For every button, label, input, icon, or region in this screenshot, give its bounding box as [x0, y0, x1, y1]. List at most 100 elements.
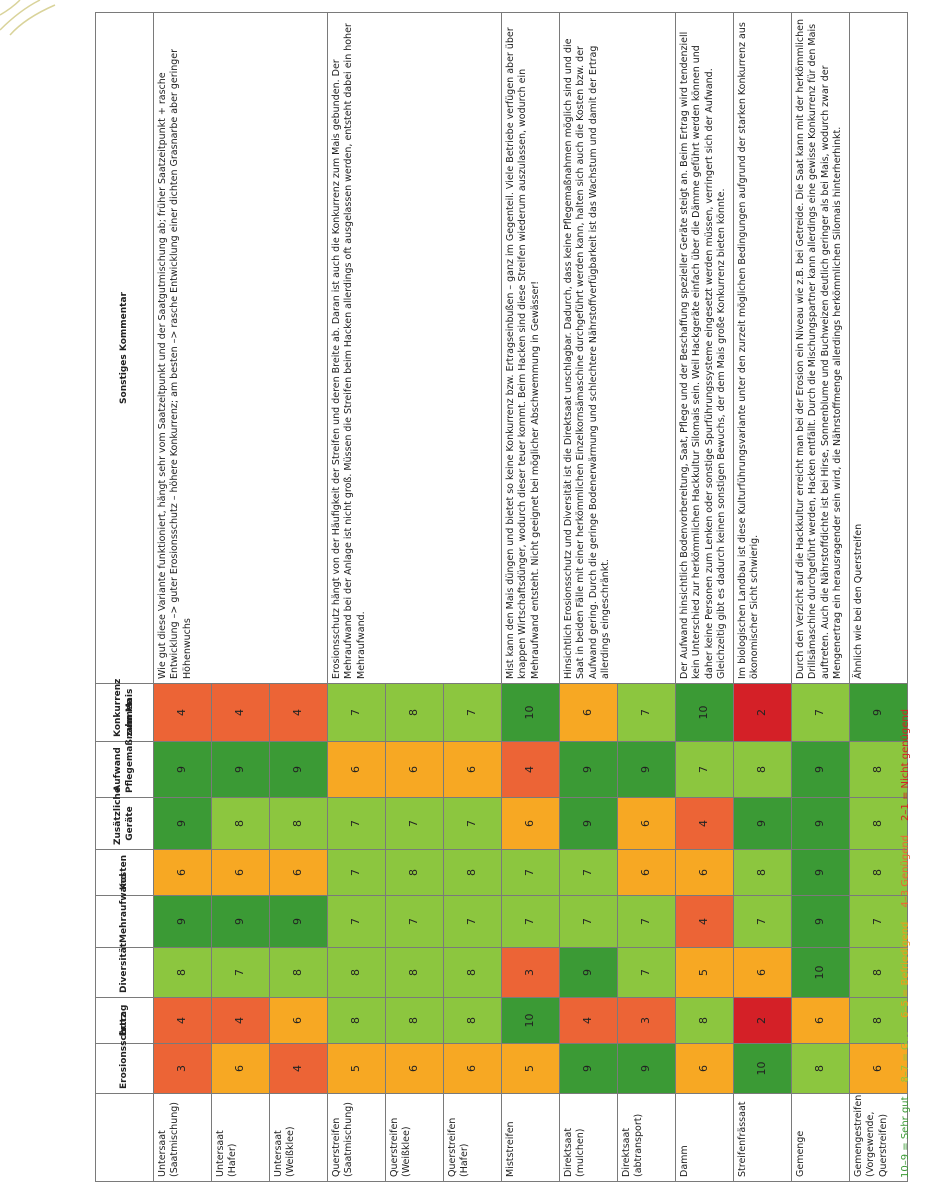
score-cell: 9 — [617, 1043, 676, 1094]
score-cell: 6 — [617, 849, 676, 896]
score-cell: 8 — [385, 997, 444, 1044]
row-label: Gemenge — [791, 1093, 850, 1182]
score-cell: 6 — [385, 1043, 444, 1094]
row-label: Querstreifen (Weißklee) — [385, 1093, 444, 1182]
score-cell: 9 — [211, 741, 270, 798]
score-cell: 2 — [733, 683, 792, 742]
comment-cell: Im biologischen Landbau ist diese Kultur… — [733, 12, 792, 684]
score-cell: 9 — [791, 895, 850, 948]
score-cell: 8 — [849, 797, 908, 850]
score-cell: 7 — [211, 947, 270, 998]
score-cell: 3 — [501, 947, 560, 998]
score-cell: 4 — [153, 683, 212, 742]
score-cell: 7 — [327, 849, 386, 896]
score-cell: 8 — [327, 947, 386, 998]
legend-item: 8–7 = Gut — [900, 1031, 911, 1083]
score-cell: 5 — [675, 947, 734, 998]
score-cell: 9 — [153, 895, 212, 948]
score-cell: 10 — [733, 1043, 792, 1094]
score-cell: 6 — [211, 1043, 270, 1094]
score-cell: 8 — [733, 741, 792, 798]
score-cell: 8 — [269, 797, 328, 850]
score-cell: 8 — [385, 683, 444, 742]
score-cell: 8 — [849, 849, 908, 896]
score-cell: 7 — [617, 895, 676, 948]
score-cell: 9 — [269, 741, 328, 798]
table-row: Gemenge 8 6 10 9 9 9 9 7 Durch den Verzicht auf d… — [791, 12, 850, 1182]
score-cell: 4 — [269, 683, 328, 742]
score-cell: 7 — [501, 849, 560, 896]
score-cell: 6 — [675, 849, 734, 896]
score-cell: 6 — [327, 741, 386, 798]
legend-item: 10–9 = Sehr gut — [900, 1096, 911, 1178]
score-cell: 8 — [443, 849, 502, 896]
score-cell: 4 — [675, 895, 734, 948]
column-header: Mehraufwand — [95, 873, 154, 948]
score-cell: 6 — [675, 1043, 734, 1094]
score-cell: 8 — [443, 947, 502, 998]
score-cell: 5 — [501, 1043, 560, 1094]
column-header: Diversität — [95, 943, 154, 998]
comment-cell: Der Aufwand hinsichtlich Bodenvorbereitu… — [675, 12, 734, 684]
score-cell: 9 — [559, 797, 618, 850]
score-cell: 8 — [211, 797, 270, 850]
score-cell: 4 — [501, 741, 560, 798]
score-cell: 6 — [501, 797, 560, 850]
score-cell: 9 — [617, 741, 676, 798]
comment-cell: Hinsichtlich Erosionsschutz und Diversit… — [559, 12, 676, 684]
score-cell: 7 — [385, 797, 444, 850]
legend-item: 6–5 = Befriedigend — [900, 921, 911, 1018]
score-cell: 7 — [443, 797, 502, 850]
rating-table: Erosionsschutz Ertrag Diversität Mehraufwan… — [95, 12, 908, 1182]
row-label: Untersaat (Hafer) — [211, 1093, 270, 1182]
score-cell: 6 — [443, 1043, 502, 1094]
score-cell: 9 — [849, 683, 908, 742]
score-cell: 7 — [443, 895, 502, 948]
score-cell: 9 — [791, 849, 850, 896]
score-cell: 6 — [849, 1043, 908, 1094]
score-cell: 7 — [327, 683, 386, 742]
score-cell: 6 — [211, 849, 270, 896]
score-cell: 10 — [675, 683, 734, 742]
score-cell: 9 — [153, 741, 212, 798]
score-cell: 8 — [443, 997, 502, 1044]
score-cell: 4 — [269, 1043, 328, 1094]
column-header: Aufwand Pflegemaßnahmen — [95, 698, 154, 798]
score-cell: 7 — [327, 797, 386, 850]
legend: 10–9 = Sehr gut 8–7 = Gut 6–5 = Befriedige… — [900, 709, 911, 1178]
score-cell: 6 — [443, 741, 502, 798]
table-row: Gemengestreifen (Vorgewende, Querstreife… — [849, 12, 908, 1182]
score-cell: 4 — [153, 997, 212, 1044]
column-header: Konkurrenz zum Mais — [95, 679, 154, 742]
row-label: Querstreifen (Hafer) — [443, 1093, 502, 1182]
score-cell: 7 — [501, 895, 560, 948]
table-row: Miststreifen 5 10 3 7 7 6 4 10 Mist kann den Mais… — [501, 12, 560, 1182]
score-cell: 10 — [501, 997, 560, 1044]
score-cell: 9 — [791, 741, 850, 798]
score-cell: 6 — [733, 947, 792, 998]
score-cell: 7 — [443, 683, 502, 742]
table-row: Damm 6 8 5 4 6 4 7 10 Der Aufwand hinsichtlich Bo… — [675, 12, 734, 1182]
row-label: Querstreifen (Saatmischung) — [327, 1093, 386, 1182]
score-cell: 8 — [849, 997, 908, 1044]
score-cell: 3 — [153, 1043, 212, 1094]
table-row: Querstreifen (Saatmischung) 5 8 8 7 7 7 6 7 Erosi… — [327, 12, 502, 1182]
score-cell: 6 — [269, 849, 328, 896]
comment-cell: Ähnlich wie bei den Querstreifen — [849, 12, 908, 684]
score-cell: 10 — [501, 683, 560, 742]
row-label: Streifenfrässaat — [733, 1093, 792, 1182]
comment-cell: Mist kann den Mais düngen und bietet so … — [501, 12, 560, 684]
score-cell: 3 — [617, 997, 676, 1044]
score-cell: 8 — [733, 849, 792, 896]
corner-cell — [95, 1093, 154, 1182]
score-cell: 4 — [211, 997, 270, 1044]
score-cell: 8 — [327, 997, 386, 1044]
row-label: Miststreifen — [501, 1093, 560, 1182]
score-cell: 6 — [617, 797, 676, 850]
score-cell: 8 — [269, 947, 328, 998]
row-label: Gemengestreifen (Vorgewende, Querstreife… — [849, 1093, 908, 1182]
score-cell: 6 — [153, 849, 212, 896]
score-cell: 9 — [559, 947, 618, 998]
score-cell: 8 — [675, 997, 734, 1044]
